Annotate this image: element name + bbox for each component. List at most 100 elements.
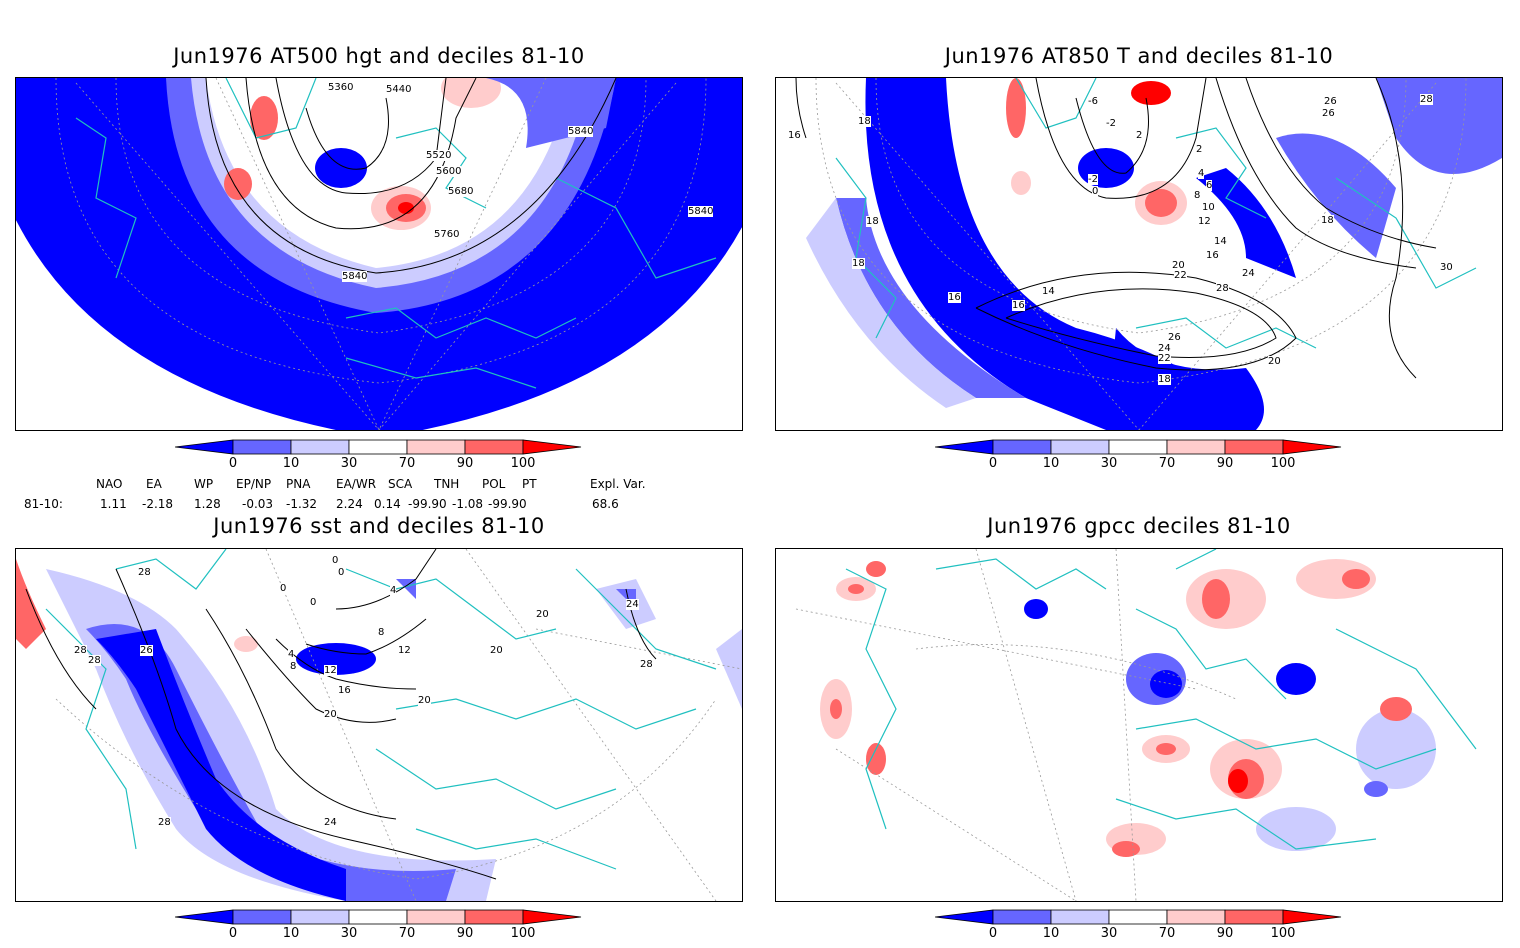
map-at850-svg: [776, 78, 1502, 430]
colorbar-segment-3: [348, 909, 408, 925]
panel-title-2: Jun1976 AT850 T and deciles 81-10: [944, 44, 1334, 68]
colorbar-tick-label: 0: [988, 456, 998, 471]
colorbar-tick-label: 30: [1100, 456, 1118, 471]
index-header: EA/WR: [336, 477, 377, 491]
index-value: -1.08: [452, 497, 484, 511]
lat-lon-grid: [795, 549, 1237, 901]
colorbar-tick-label: 100: [1270, 456, 1296, 471]
lat-lon-grid: [55, 549, 742, 901]
contour-label-a29: 20: [1268, 356, 1281, 367]
colorbar-tick-label: 100: [510, 456, 536, 471]
map-at500-svg: [16, 78, 742, 430]
index-value: 1.28: [194, 497, 221, 511]
colorbar-tick-label: 0: [228, 456, 238, 471]
map-panel-sst: 28 28 28 26 0 0 0 0 4 8 12 16 20 20 20 2…: [15, 548, 743, 902]
colorbar-tick-label: 90: [456, 456, 474, 471]
index-value: 2.24: [336, 497, 363, 511]
contour-label-a21: 20: [1172, 260, 1185, 271]
sst-label-17: 24: [626, 599, 639, 610]
contour-label-a9: 8: [1194, 190, 1201, 201]
colorbar-tick-label: 0: [988, 926, 998, 941]
colorbar-segment-4: [1166, 439, 1226, 455]
contour-label-a31: 26: [1322, 108, 1335, 119]
index-value: -99.90: [408, 497, 447, 511]
panel-title-4: Jun1976 gpcc deciles 81-10: [987, 514, 1291, 538]
sst-label-19: 28: [158, 817, 171, 828]
sst-label-6: 0: [338, 567, 345, 578]
colorbar-segment-5: [464, 439, 524, 455]
panel-title-1: Jun1976 AT500 hgt and deciles 81-10: [173, 44, 585, 68]
sst-label-23: 4: [390, 585, 397, 596]
colorbar-svg: [935, 439, 1342, 455]
colorbar-segment-0: [175, 909, 234, 925]
colorbar-segment-3: [348, 439, 408, 455]
contour-label-a6: 2: [1196, 144, 1203, 155]
colorbar-segment-4: [1166, 909, 1226, 925]
contour-label-a13: 16: [788, 130, 801, 141]
index-header: WP: [194, 477, 214, 491]
index-value: -1.32: [286, 497, 318, 511]
contour-label-5600: 5600: [436, 166, 462, 177]
index-value: 0.14: [374, 497, 401, 511]
contour-label-5520: 5520: [426, 150, 452, 161]
colorbar-tick-label: 70: [1158, 926, 1176, 941]
lat-lon-grid: [55, 78, 707, 430]
contour-label-a26: 24: [1158, 343, 1171, 354]
sst-label-8: 0: [310, 597, 317, 608]
colorbar-segment-2: [1050, 439, 1110, 455]
colorbar-tick-label: 70: [1158, 456, 1176, 471]
colorbar-segment-4: [406, 439, 466, 455]
colorbar-segment-4: [406, 909, 466, 925]
index-value: 68.6: [592, 497, 619, 511]
colorbar-segment-1: [992, 909, 1052, 925]
sst-label-22: 8: [378, 627, 385, 638]
map-sst-svg: [16, 549, 742, 901]
index-header: EP/NP: [236, 477, 272, 491]
colorbar-tick-label: 90: [1216, 456, 1234, 471]
decile-field-low: [96, 629, 346, 901]
colorbar-segment-6: [1282, 439, 1342, 455]
index-header: Expl. Var.: [590, 477, 646, 491]
contour-label-5760: 5760: [434, 229, 460, 240]
contour-label-a20: 16: [1206, 250, 1219, 261]
sst-label-12: 16: [338, 685, 351, 696]
colorbar-svg: [175, 909, 582, 925]
sst-label-1: 28: [138, 567, 151, 578]
sst-label-13: 20: [324, 709, 337, 720]
colorbar-segment-6: [522, 909, 582, 925]
contour-label-a16: 18: [852, 258, 865, 269]
colorbar-4: 0 10 30 70 90 100: [935, 908, 1355, 948]
contour-label-a2: -2: [1106, 118, 1116, 129]
sst-label-4: 26: [140, 645, 153, 656]
contour-label-a14: 18: [858, 116, 871, 127]
contour-label-a28: 26: [1324, 96, 1337, 107]
colorbar-tick-label: 30: [340, 926, 358, 941]
index-header: SCA: [388, 477, 413, 491]
contour-label-a7: 4: [1198, 168, 1205, 179]
contour-label-5360: 5360: [328, 82, 354, 93]
contour-label-5840-b: 5840: [568, 126, 594, 137]
colorbar-3: 0 10 30 70 90 100: [175, 908, 595, 948]
lat-lon-grid: [815, 78, 1467, 430]
contour-label-a15: 18: [866, 216, 879, 227]
decile-anomaly-cold-1: [315, 148, 367, 188]
contour-label-5840: 5840: [342, 271, 368, 282]
contour-label-a10: 10: [1202, 202, 1215, 213]
index-header: PT: [522, 477, 537, 491]
contour-label-5440: 5440: [386, 84, 412, 95]
contour-label-a12: 14: [1214, 236, 1227, 247]
colorbar-segment-5: [1224, 439, 1284, 455]
sst-label-9: 4: [288, 649, 295, 660]
index-header: POL: [482, 477, 506, 491]
sst-label-10: 8: [290, 661, 297, 672]
colorbar-tick-label: 70: [398, 456, 416, 471]
sst-label-5: 0: [332, 555, 339, 566]
decile-anomaly-warm-1: [16, 559, 46, 649]
contour-label-a17: 16: [948, 292, 961, 303]
contour-label-a34: 30: [1440, 262, 1453, 273]
index-value: -0.03: [242, 497, 274, 511]
sst-label-14: 20: [418, 695, 431, 706]
colorbar-segment-2: [290, 909, 350, 925]
sst-label-20: 20: [536, 609, 549, 620]
contour-label-a23: 24: [1242, 268, 1255, 279]
